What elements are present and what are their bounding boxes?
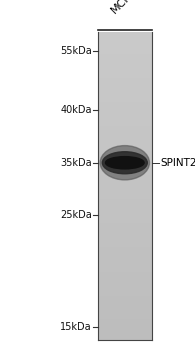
Ellipse shape xyxy=(102,152,147,174)
Text: 55kDa: 55kDa xyxy=(60,46,92,56)
Text: 35kDa: 35kDa xyxy=(60,158,92,168)
Text: 40kDa: 40kDa xyxy=(60,105,92,115)
Text: SPINT2: SPINT2 xyxy=(160,158,195,168)
Text: 25kDa: 25kDa xyxy=(60,210,92,220)
Ellipse shape xyxy=(100,146,149,180)
Text: 15kDa: 15kDa xyxy=(60,322,92,332)
Ellipse shape xyxy=(105,157,144,169)
Text: MCF7: MCF7 xyxy=(109,0,138,16)
